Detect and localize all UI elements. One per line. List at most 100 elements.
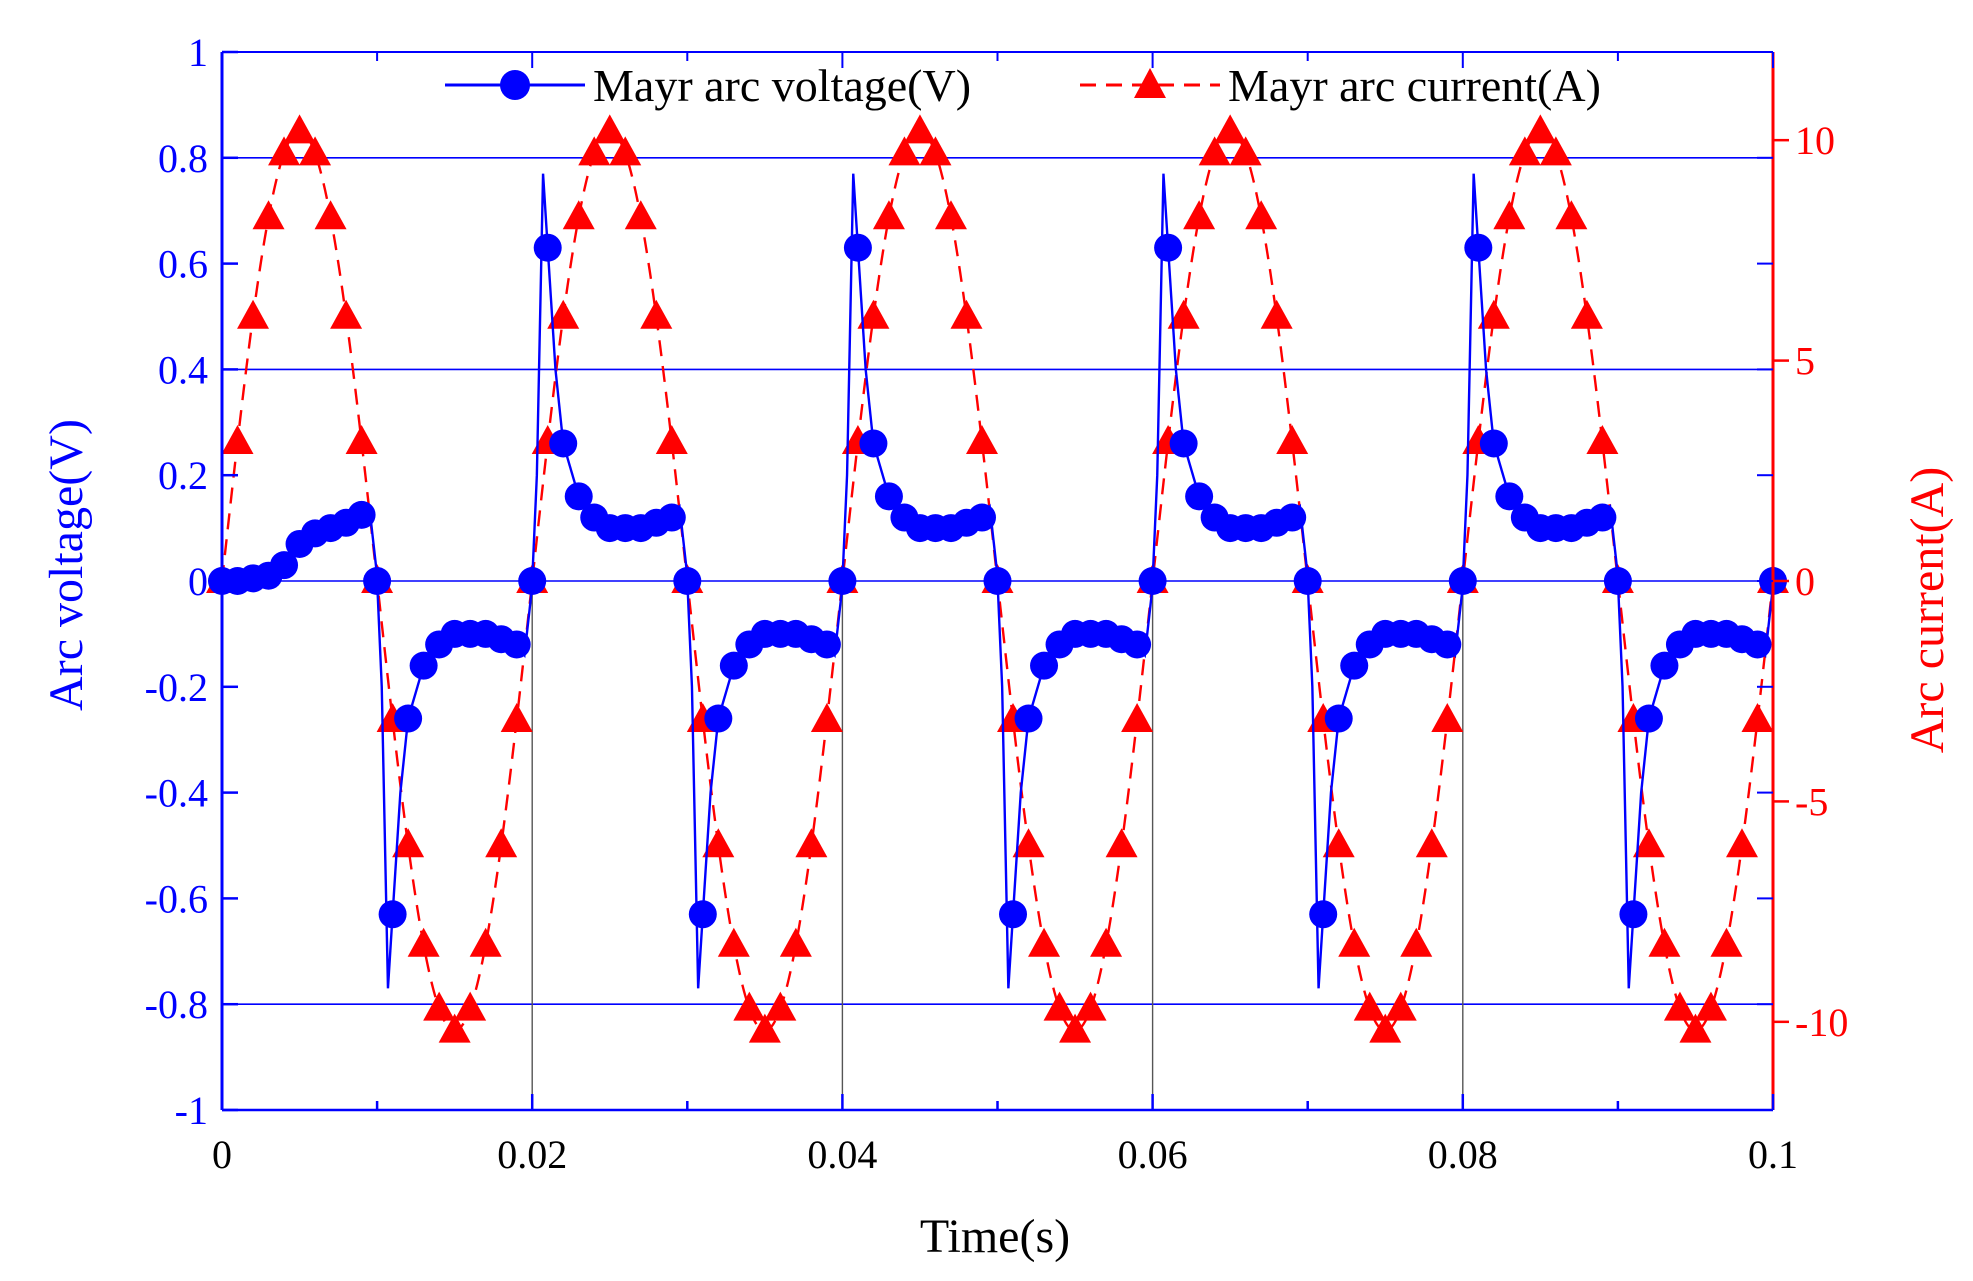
voltage-marker — [363, 567, 392, 595]
current-marker — [547, 299, 580, 329]
voltage-marker — [1603, 567, 1632, 595]
current-marker — [764, 991, 797, 1021]
current-marker — [1198, 136, 1231, 166]
current-marker — [237, 299, 270, 329]
voltage-marker — [719, 651, 748, 680]
voltage-marker — [812, 630, 841, 659]
voltage-marker — [533, 233, 562, 262]
current-marker — [1725, 828, 1758, 858]
voltage-marker — [1185, 482, 1214, 511]
current-marker — [1710, 927, 1743, 957]
y-left-tick-label: -0.8 — [145, 982, 208, 1027]
voltage-marker — [378, 900, 407, 929]
current-marker — [624, 200, 657, 230]
current-marker — [1741, 702, 1774, 732]
voltage-marker — [1479, 429, 1508, 458]
current-marker — [345, 425, 378, 455]
legend-current-marker — [1134, 68, 1166, 98]
current-marker — [1570, 299, 1603, 329]
voltage-marker — [874, 482, 903, 511]
current-marker — [1663, 991, 1696, 1021]
current-marker — [857, 299, 890, 329]
current-marker — [655, 425, 688, 455]
voltage-marker — [1588, 503, 1617, 532]
voltage-marker — [1433, 630, 1462, 659]
reference-lines — [531, 581, 1464, 1110]
current-marker — [314, 200, 347, 230]
y-left-tick-label: -1 — [175, 1088, 208, 1133]
voltage-marker — [1123, 630, 1152, 659]
voltage-marker — [1448, 567, 1477, 595]
current-marker — [1105, 828, 1138, 858]
current-marker — [1539, 136, 1572, 166]
y-left-tick-label: -0.2 — [145, 665, 208, 710]
current-marker — [1679, 1013, 1712, 1043]
voltage-marker — [983, 567, 1012, 595]
y-axis-right-title: Arc current(A) — [1901, 467, 1954, 754]
current-marker — [640, 299, 673, 329]
current-marker — [810, 702, 843, 732]
current-marker — [392, 828, 425, 858]
current-marker — [1508, 136, 1541, 166]
current-marker — [221, 425, 254, 455]
x-axis-title: Time(s) — [920, 1210, 1070, 1263]
current-marker — [1338, 927, 1371, 957]
current-marker — [1074, 991, 1107, 1021]
x-tick-label: 0.06 — [1118, 1132, 1188, 1177]
current-marker — [1431, 702, 1464, 732]
y-left-tick-label: 0.8 — [158, 136, 208, 181]
y-left-tick-label: 0 — [188, 559, 208, 604]
current-marker — [1384, 991, 1417, 1021]
voltage-marker — [704, 704, 733, 733]
current-marker — [500, 702, 533, 732]
voltage-marker — [1743, 630, 1772, 659]
tick-labels: 1 0.8 0.6 0.4 0.2 0 -0.2 -0.4 -0.6 -0.8 -1 10 5 0 -5 -1… — [145, 30, 1849, 1177]
current-marker — [795, 828, 828, 858]
voltage-marker — [564, 482, 593, 511]
legend-voltage-marker — [500, 70, 530, 100]
voltage-marker — [409, 651, 438, 680]
current-marker — [469, 927, 502, 957]
voltage-marker — [828, 567, 857, 595]
current-marker — [1214, 114, 1247, 144]
voltage-marker — [1014, 704, 1043, 733]
x-tick-label: 0.1 — [1748, 1132, 1798, 1177]
current-marker — [438, 1013, 471, 1043]
voltage-marker — [347, 500, 376, 529]
current-marker — [1353, 991, 1386, 1021]
legend-voltage-label: Mayr arc voltage(V) — [593, 60, 971, 111]
current-marker — [965, 425, 998, 455]
current-marker — [1028, 927, 1061, 957]
axes — [220, 50, 1789, 1112]
voltage-marker — [270, 551, 299, 580]
current-marker — [1012, 828, 1045, 858]
x-tick-label: 0 — [212, 1132, 232, 1177]
current-marker — [1260, 299, 1293, 329]
legend-current-label: Mayr arc current(A) — [1228, 60, 1601, 111]
current-marker — [454, 991, 487, 1021]
current-marker — [1524, 114, 1557, 144]
current-marker — [733, 991, 766, 1021]
voltage-marker — [1154, 233, 1183, 262]
current-marker — [1229, 136, 1262, 166]
y-left-tick-label: 0.2 — [158, 453, 208, 498]
voltage-marker — [967, 503, 996, 532]
current-marker — [702, 828, 735, 858]
voltage-marker — [1650, 651, 1679, 680]
current-marker — [717, 927, 750, 957]
x-tick-label: 0.02 — [497, 1132, 567, 1177]
voltage-marker — [843, 233, 872, 262]
voltage-marker — [1324, 704, 1353, 733]
current-marker — [283, 114, 316, 144]
current-marker — [1121, 702, 1154, 732]
y-right-tick-label: 10 — [1795, 118, 1835, 163]
current-marker — [299, 136, 332, 166]
voltage-marker — [688, 900, 717, 929]
current-marker — [888, 136, 921, 166]
y-left-tick-label: 0.4 — [158, 347, 208, 392]
current-marker — [1245, 200, 1278, 230]
current-marker — [950, 299, 983, 329]
x-tick-label: 0.08 — [1428, 1132, 1498, 1177]
voltage-marker — [1619, 900, 1648, 929]
